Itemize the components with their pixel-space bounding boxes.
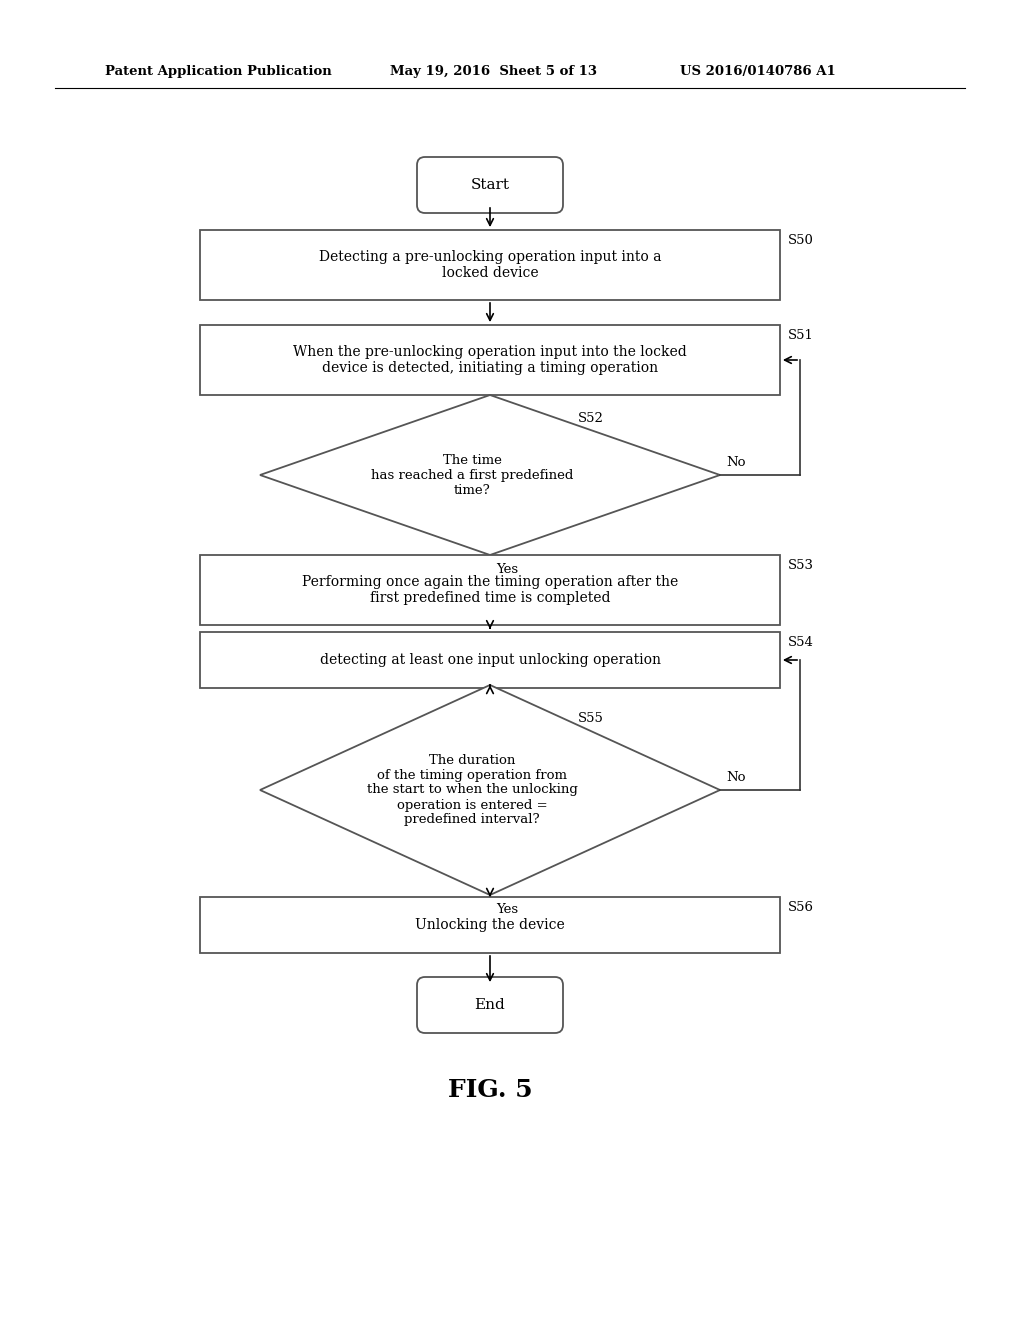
Bar [200, 325, 780, 395]
Text: S53: S53 [788, 558, 814, 572]
Text: The time
has reached a first predefined
time?: The time has reached a first predefined … [371, 454, 573, 496]
Text: When the pre-unlocking operation input into the locked
device is detected, initi: When the pre-unlocking operation input i… [293, 345, 687, 375]
Text: Patent Application Publication: Patent Application Publication [105, 66, 332, 78]
Text: The duration
of the timing operation from
the start to when the unlocking
operat: The duration of the timing operation fro… [367, 754, 578, 826]
Text: US 2016/0140786 A1: US 2016/0140786 A1 [680, 66, 836, 78]
Text: S54: S54 [788, 636, 814, 649]
FancyBboxPatch shape [417, 157, 563, 213]
Text: End: End [475, 998, 506, 1012]
Text: Yes: Yes [496, 903, 518, 916]
Text: Detecting a pre-unlocking operation input into a
locked device: Detecting a pre-unlocking operation inpu… [318, 249, 662, 280]
FancyBboxPatch shape [417, 977, 563, 1034]
Text: Unlocking the device: Unlocking the device [415, 917, 565, 932]
Polygon shape [260, 685, 720, 895]
Bar [200, 554, 780, 624]
Bar [200, 230, 780, 300]
Text: S55: S55 [578, 711, 603, 725]
Text: S56: S56 [788, 902, 814, 913]
Bar [200, 632, 780, 688]
Text: S50: S50 [788, 234, 814, 247]
Text: S51: S51 [788, 329, 814, 342]
Text: Start: Start [470, 178, 510, 191]
Text: Performing once again the timing operation after the
first predefined time is co: Performing once again the timing operati… [302, 576, 678, 605]
Text: May 19, 2016  Sheet 5 of 13: May 19, 2016 Sheet 5 of 13 [390, 66, 597, 78]
Text: Yes: Yes [496, 564, 518, 576]
Text: No: No [726, 771, 745, 784]
Text: S52: S52 [578, 412, 603, 425]
Bar [200, 898, 780, 953]
Polygon shape [260, 395, 720, 554]
Text: FIG. 5: FIG. 5 [447, 1078, 532, 1102]
Text: No: No [726, 455, 745, 469]
Text: detecting at least one input unlocking operation: detecting at least one input unlocking o… [319, 653, 660, 667]
